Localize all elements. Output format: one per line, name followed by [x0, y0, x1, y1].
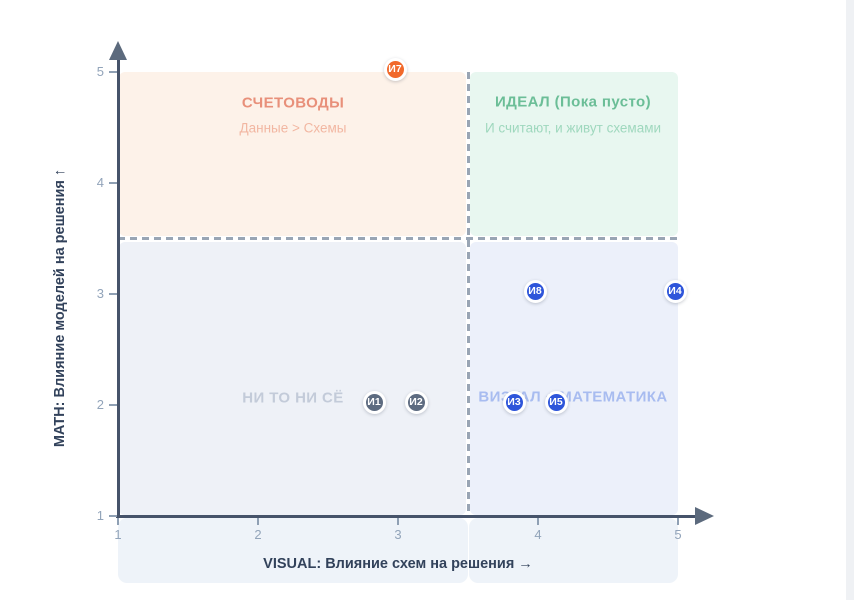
y-tick-label: 5 [96, 64, 104, 79]
x-tick-label: 1 [114, 527, 122, 542]
quadrant-title-bottom-right: ВИЗУАЛ + МАТЕМАТИКА [478, 388, 668, 406]
x-axis-panel-right [469, 518, 678, 583]
data-point-i1[interactable]: И1 [362, 390, 386, 414]
quadrant-title-top-right: ИДЕАЛ (Пока пусто) [494, 93, 652, 111]
y-tick-mark [109, 71, 117, 73]
x-tick-label: 5 [674, 527, 682, 542]
x-axis-title: VISUAL: Влияние схем на решения → [263, 556, 533, 572]
y-axis-arrow-icon [109, 41, 127, 60]
horizontal-split-line [118, 237, 678, 240]
y-tick-label: 2 [96, 397, 104, 412]
y-tick-label: 1 [96, 508, 104, 523]
x-axis-line [116, 515, 696, 518]
y-tick-mark [109, 182, 117, 184]
vertical-split-line [467, 72, 470, 516]
x-tick-mark [537, 518, 539, 525]
quadrant-subtitle-top-left: Данные > Схемы [239, 120, 347, 135]
quadrant-title-bottom-left: НИ ТО НИ СЁ [242, 389, 344, 407]
data-point-i3[interactable]: И3 [502, 390, 526, 414]
x-tick-label: 4 [534, 527, 542, 542]
x-tick-mark [257, 518, 259, 525]
data-point-i8[interactable]: И8 [523, 279, 547, 303]
data-point-i4[interactable]: И4 [663, 279, 687, 303]
x-tick-label: 3 [394, 527, 402, 542]
y-tick-label: 4 [96, 175, 104, 190]
quadrant-bottom-left [119, 241, 466, 515]
scrollbar-track[interactable] [846, 0, 854, 600]
quadrant-top-right [470, 72, 678, 236]
x-axis-arrow-icon [695, 507, 714, 525]
x-tick-mark [117, 518, 119, 525]
y-tick-mark [109, 293, 117, 295]
quadrant-bottom-right [470, 241, 678, 515]
quadrant-title-top-left: СЧЕТОВОДЫ [241, 94, 345, 112]
data-point-i5[interactable]: И5 [544, 390, 568, 414]
y-tick-mark [109, 515, 117, 517]
y-tick-label: 3 [96, 286, 104, 301]
quadrant-top-left [119, 72, 466, 236]
y-tick-mark [109, 404, 117, 406]
quadrant-subtitle-top-right: И считают, и живут схемами [484, 120, 662, 135]
x-tick-mark [677, 518, 679, 525]
x-axis-panel-left [118, 518, 468, 583]
y-axis-title: MATH: Влияние моделей на решения ↑ [52, 168, 68, 448]
y-axis-line [117, 57, 120, 518]
data-point-i7[interactable]: И7 [383, 57, 407, 81]
x-tick-label: 2 [254, 527, 262, 542]
data-point-i2[interactable]: И2 [404, 390, 428, 414]
x-tick-mark [397, 518, 399, 525]
